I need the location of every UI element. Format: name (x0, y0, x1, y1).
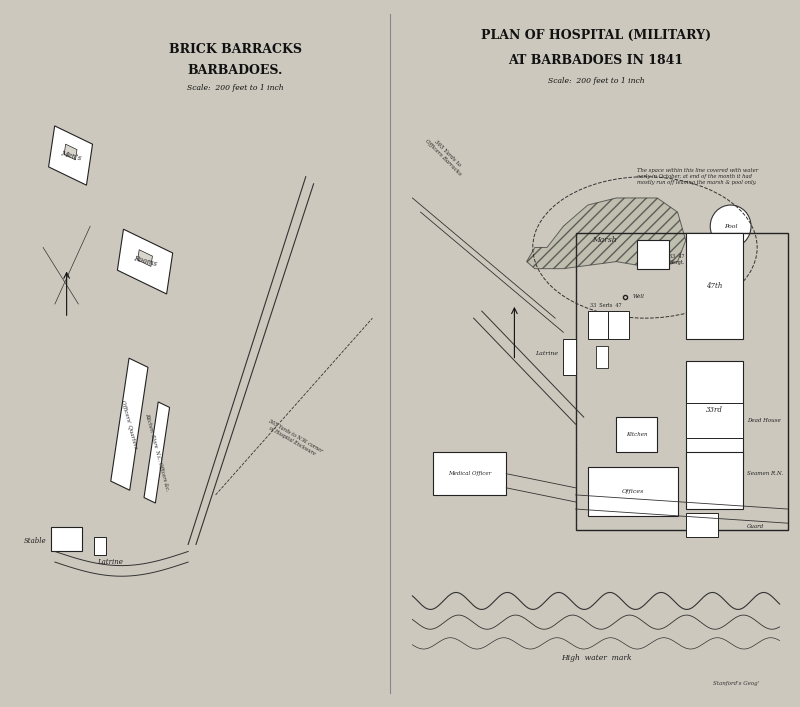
Text: Marsh: Marsh (592, 236, 617, 245)
Text: Medical Officer: Medical Officer (448, 471, 491, 477)
Text: 33rd: 33rd (706, 406, 722, 414)
Bar (563, 339, 576, 375)
Bar (576, 233, 788, 530)
Text: BARBADOES.: BARBADOES. (187, 64, 283, 77)
Text: PLAN OF HOSPITAL (MILITARY): PLAN OF HOSPITAL (MILITARY) (481, 29, 711, 42)
Bar (686, 233, 743, 339)
Text: Seamen R.N.: Seamen R.N. (747, 471, 783, 477)
Bar (433, 452, 506, 495)
Bar (596, 346, 608, 368)
Text: Dead House: Dead House (747, 418, 781, 423)
Text: 365 Yards to
Officers Barracks: 365 Yards to Officers Barracks (424, 134, 466, 177)
Text: Rooms: Rooms (133, 255, 158, 269)
Text: AT BARBADOES IN 1841: AT BARBADOES IN 1841 (509, 54, 683, 66)
Polygon shape (138, 250, 153, 267)
Polygon shape (144, 402, 170, 503)
Text: Scale:  200 feet to 1 inch: Scale: 200 feet to 1 inch (548, 77, 644, 86)
Text: Guard: Guard (747, 524, 764, 530)
Bar (686, 513, 718, 537)
Bar (686, 361, 743, 460)
Text: Latrine: Latrine (535, 351, 558, 356)
Bar (686, 403, 743, 438)
Text: The space within this line covered with water
early in October, at end of the mo: The space within this line covered with … (637, 168, 758, 185)
Text: Stable: Stable (24, 537, 46, 545)
Text: BRICK BARRACKS: BRICK BARRACKS (169, 43, 302, 56)
Polygon shape (110, 358, 148, 490)
Bar (616, 417, 657, 452)
Bar (588, 311, 608, 339)
Text: High  water  mark: High water mark (561, 653, 631, 662)
Bar (686, 452, 743, 509)
Text: Kitchen: Kitchen (626, 432, 647, 438)
Text: Scale:  200 feet to 1 inch: Scale: 200 feet to 1 inch (187, 84, 283, 93)
Text: Stanford's Geog': Stanford's Geog' (713, 681, 759, 686)
Ellipse shape (710, 205, 751, 247)
Bar (94, 537, 106, 555)
Bar (51, 527, 82, 551)
Text: 33  47
Sergt.: 33 47 Sergt. (670, 255, 685, 265)
Text: Men's: Men's (59, 149, 82, 162)
Text: Pool: Pool (724, 223, 738, 229)
Text: Well: Well (633, 294, 645, 300)
Bar (637, 240, 670, 269)
Text: Kitchen  Store  N.C. Officers &c.: Kitchen Store N.C. Officers &c. (144, 413, 170, 492)
Polygon shape (526, 198, 686, 269)
Text: 365 Yards to N.W. corner
of Hospital Enclosure: 365 Yards to N.W. corner of Hospital Enc… (265, 419, 323, 458)
Bar (588, 467, 678, 516)
Text: Offices: Offices (622, 489, 644, 494)
Text: 33  Serts  47: 33 Serts 47 (590, 303, 622, 308)
Text: 47th: 47th (706, 282, 722, 291)
Bar (608, 311, 629, 339)
Text: Officers' Quarters: Officers' Quarters (121, 399, 138, 449)
Polygon shape (64, 144, 77, 160)
Polygon shape (49, 126, 93, 185)
Text: Latrine: Latrine (97, 558, 122, 566)
Polygon shape (118, 229, 173, 294)
